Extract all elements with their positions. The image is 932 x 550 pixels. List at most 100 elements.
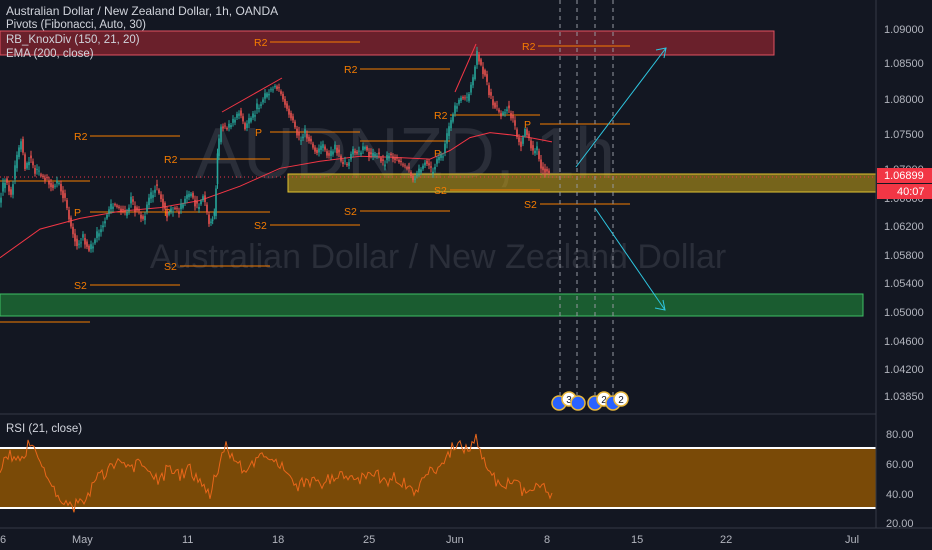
candle-body	[444, 143, 446, 153]
rsi-tick: 60.00	[886, 459, 914, 471]
event-badges[interactable]: 3 2 2	[551, 391, 629, 411]
candle-body	[286, 103, 288, 109]
candle-body	[110, 203, 112, 210]
candle-body	[6, 178, 8, 183]
candle-body	[86, 241, 88, 247]
candle-body	[508, 105, 510, 109]
candle-body	[152, 195, 154, 198]
candle-body	[22, 139, 24, 153]
rsi-layer	[0, 433, 553, 513]
candle-body	[530, 140, 532, 149]
candle-body	[336, 147, 338, 154]
candle-body	[238, 113, 240, 116]
pivot-label-p: P	[524, 119, 531, 131]
candle-body	[538, 151, 540, 159]
candle-body	[548, 170, 550, 173]
resistance-zone[interactable]	[0, 30, 775, 56]
price-tick: 1.04600	[884, 336, 924, 348]
candle-body	[266, 93, 268, 97]
price-tick: 1.08000	[884, 94, 924, 106]
candle-body	[460, 97, 462, 101]
candle-body	[270, 89, 272, 91]
candle-body	[534, 150, 536, 154]
candle-body	[526, 129, 528, 136]
support-zone[interactable]	[0, 293, 864, 317]
candle-body	[280, 91, 282, 94]
indicator-pivots[interactable]: Pivots (Fibonacci, Auto, 30)	[6, 19, 146, 31]
price-tick: 1.09000	[884, 24, 924, 36]
candle-body	[326, 151, 328, 156]
candle-body	[106, 214, 108, 219]
candle-body	[512, 115, 514, 119]
candle-body	[30, 155, 32, 159]
candle-body	[26, 163, 28, 169]
price-axis[interactable]: 1.09000 1.08500 1.08000 1.07500 1.07000 …	[877, 24, 932, 403]
candle-body	[248, 118, 250, 124]
candle-body	[224, 125, 226, 127]
candle-body	[522, 137, 524, 144]
candle-body	[118, 206, 120, 208]
projection-up-arrow[interactable]	[575, 47, 667, 168]
price-tick: 1.04200	[884, 364, 924, 376]
candle-body	[510, 112, 512, 119]
candle-body	[424, 162, 426, 166]
candle-body	[18, 147, 20, 158]
projection-down-arrow[interactable]	[594, 207, 666, 311]
candle-body	[412, 176, 414, 181]
candle-body	[200, 200, 202, 205]
candle-body	[190, 193, 192, 196]
chart-title[interactable]: Australian Dollar / New Zealand Dollar, …	[6, 4, 279, 18]
candle-body	[52, 184, 54, 188]
candle-body	[172, 211, 174, 213]
candle-body	[540, 159, 542, 169]
rsi-tick: 40.00	[886, 489, 914, 501]
candle-body	[20, 141, 22, 150]
candle-body	[402, 164, 404, 166]
candle-body	[310, 138, 312, 142]
candle-body	[440, 154, 442, 158]
candle-body	[210, 221, 212, 223]
price-tick: 1.05800	[884, 250, 924, 262]
candle-body	[40, 174, 42, 176]
candle-body	[28, 161, 30, 166]
candle-body	[228, 123, 230, 128]
candle-body	[64, 193, 66, 198]
candle-body	[372, 153, 374, 156]
candle-body	[472, 77, 474, 86]
candle-body	[66, 200, 68, 208]
candle-body	[156, 184, 158, 186]
candle-body	[506, 109, 508, 111]
candle-body	[100, 229, 102, 233]
time-axis[interactable]: 6 May 11 18 25 Jun 8 15 22 Jul	[0, 534, 859, 546]
indicator-rsi[interactable]: RSI (21, close)	[6, 423, 83, 435]
pivot-label-r2: R2	[254, 37, 268, 49]
event-badge-flag-icon[interactable]	[570, 395, 586, 411]
indicator-ema[interactable]: EMA (200, close)	[6, 48, 94, 60]
candle-body	[456, 106, 458, 109]
candle-body	[454, 105, 456, 114]
candle-body	[490, 92, 492, 96]
pivot-label-r2: R2	[344, 64, 358, 76]
indicator-knoxdiv[interactable]: RB_KnoxDiv (150, 21, 20)	[6, 34, 140, 46]
candle-body	[220, 126, 222, 143]
candle-body	[504, 112, 506, 114]
pivot-label-s2: S2	[524, 199, 537, 211]
countdown-badge	[877, 184, 932, 199]
candle-body	[364, 146, 366, 150]
candle-body	[502, 112, 504, 115]
time-tick: May	[72, 534, 93, 546]
candle-body	[516, 129, 518, 138]
candle-body	[486, 74, 488, 82]
ema-line	[0, 132, 553, 259]
candle-body	[378, 152, 380, 155]
price-tick: 1.08500	[884, 58, 924, 70]
candle-body	[4, 182, 6, 189]
candle-body	[480, 59, 482, 65]
candle-body	[140, 214, 142, 219]
event-badge[interactable]	[613, 391, 629, 407]
candle-body	[344, 160, 346, 162]
candle-body	[488, 85, 490, 95]
rsi-axis[interactable]: 80.00 60.00 40.00 20.00	[886, 429, 914, 530]
candle-body	[462, 97, 464, 99]
